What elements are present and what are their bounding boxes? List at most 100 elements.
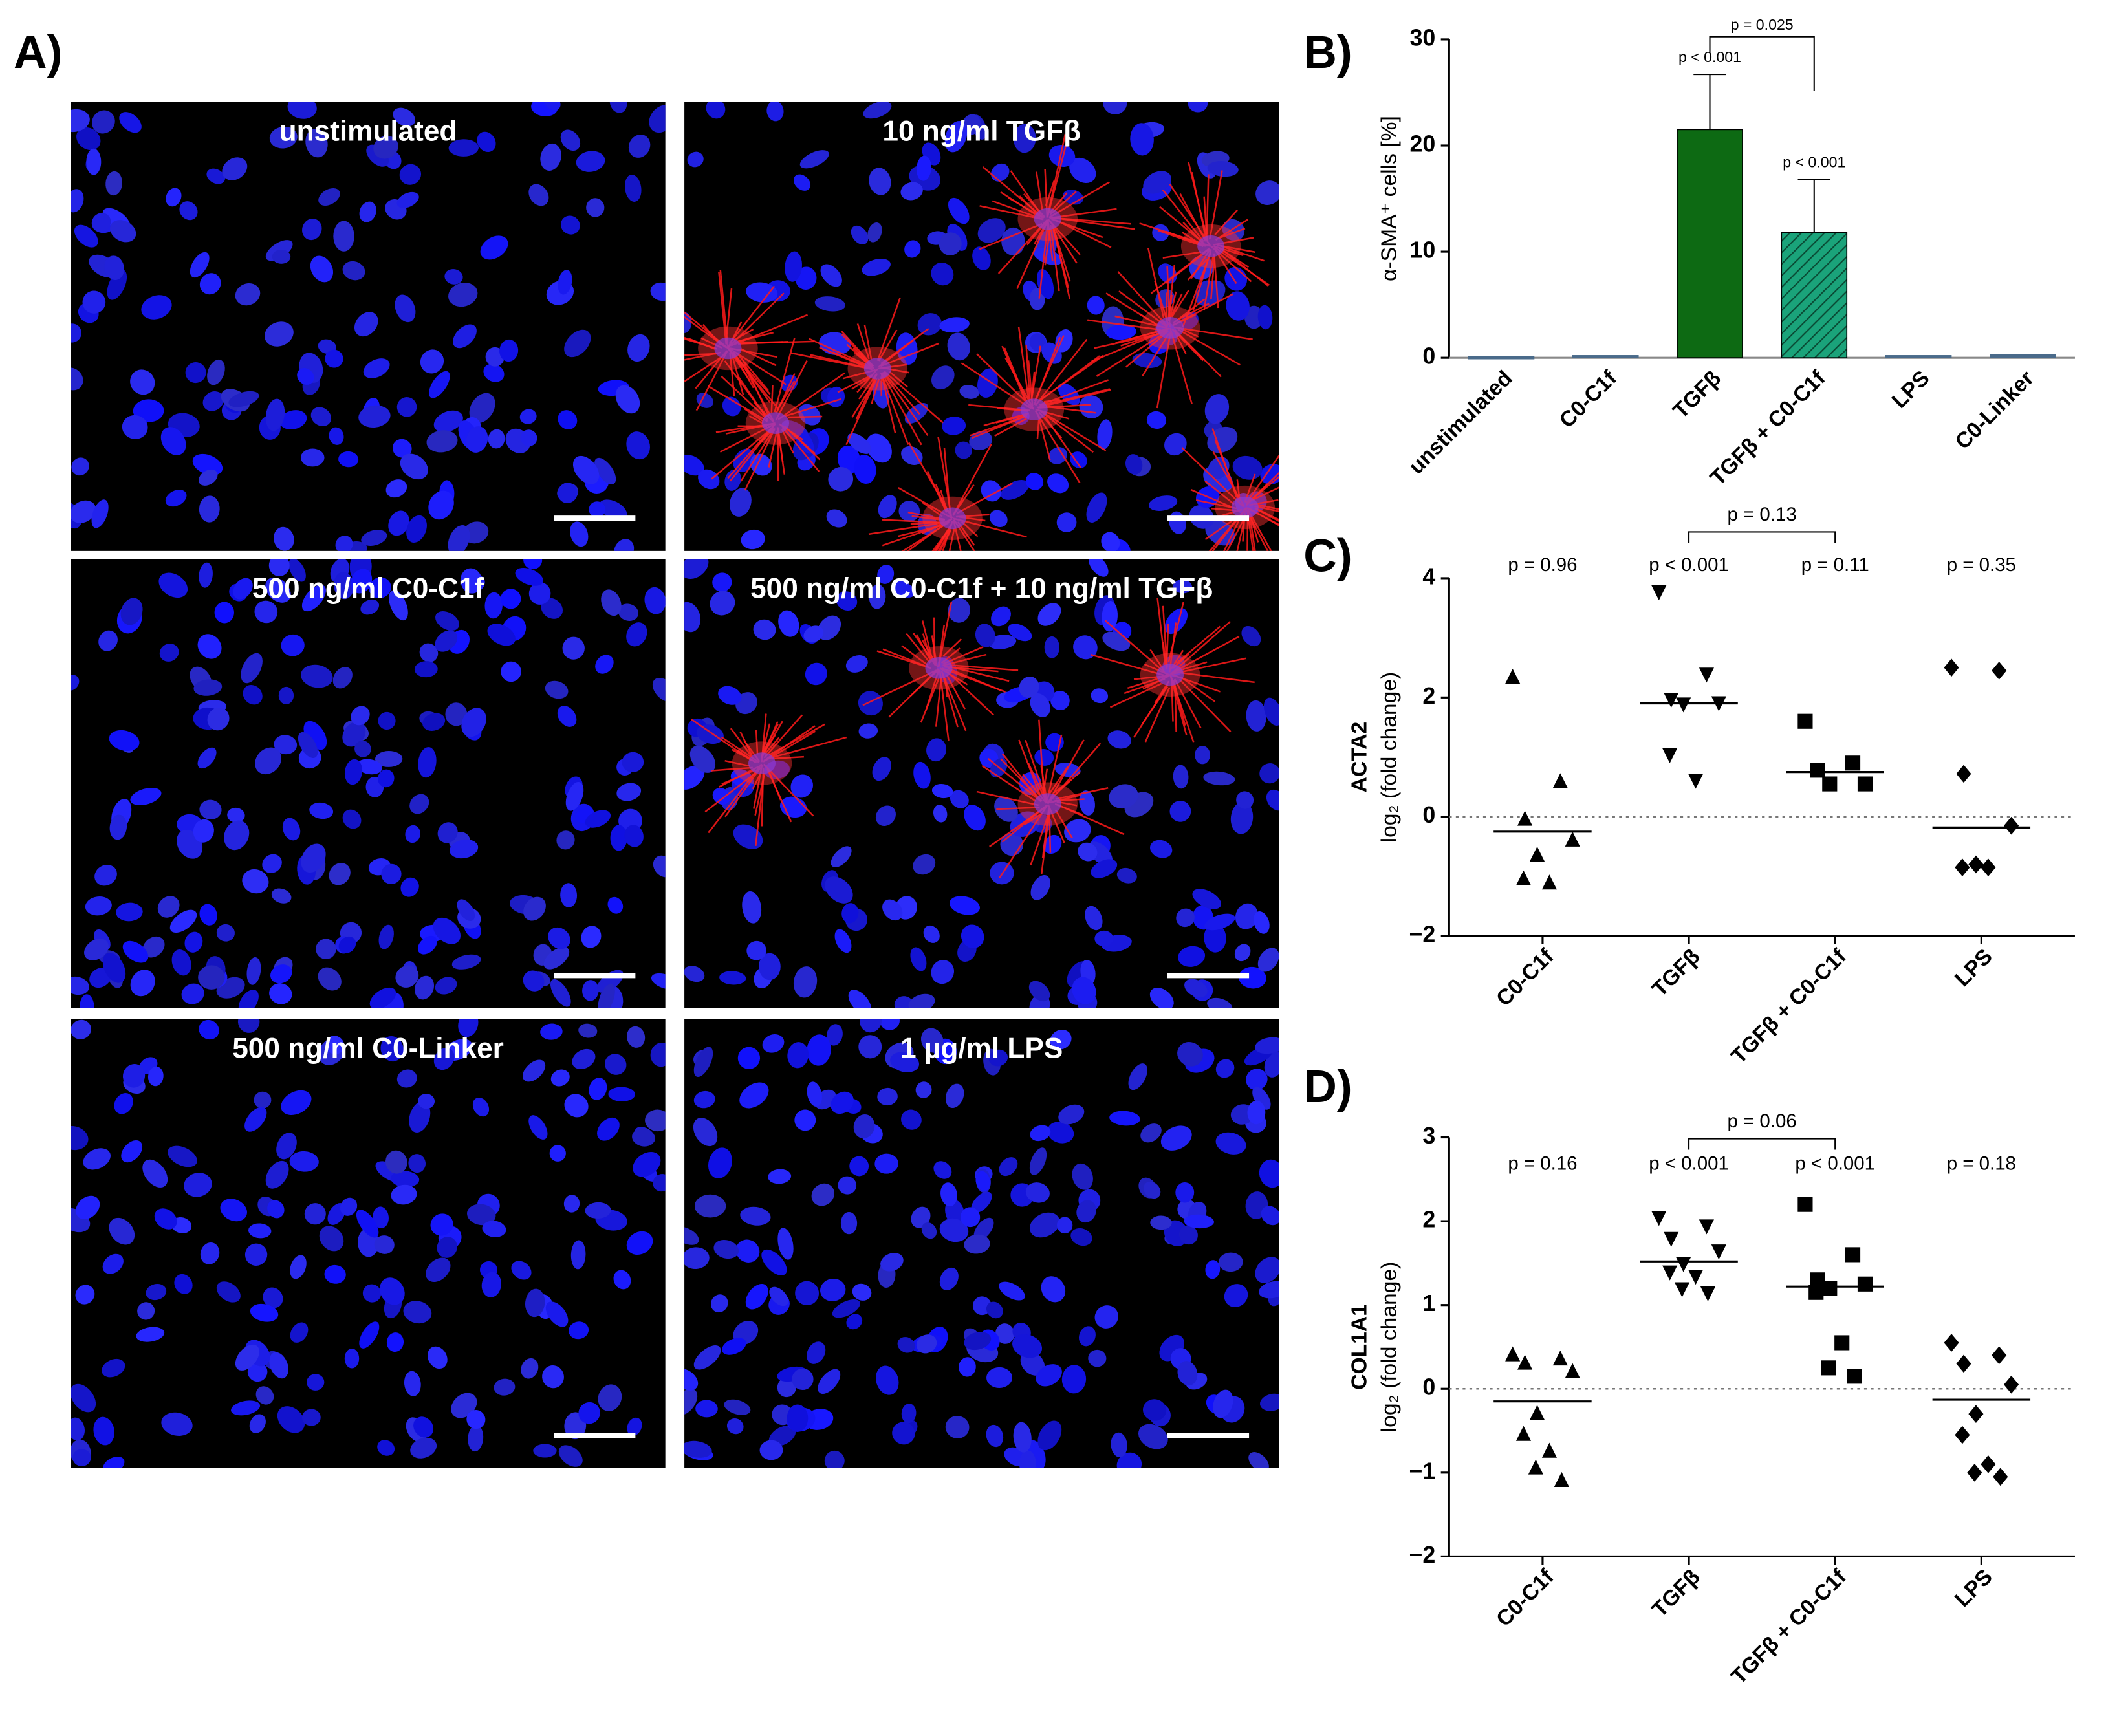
- nucleus: [1109, 1111, 1140, 1126]
- actin-fiber: [970, 415, 1026, 437]
- actin-fiber: [710, 766, 753, 772]
- actin-fiber: [763, 725, 816, 762]
- nucleus: [1030, 1125, 1051, 1142]
- nucleus: [1029, 288, 1045, 310]
- nucleus: [450, 839, 479, 859]
- nucleus: [586, 198, 605, 217]
- nucleus: [964, 805, 986, 831]
- nucleus: [458, 1019, 479, 1037]
- nucleus: [910, 947, 927, 971]
- nucleus: [1254, 911, 1270, 934]
- nucleus: [1091, 859, 1118, 878]
- nucleus: [277, 1406, 305, 1433]
- nucleus: [528, 1115, 548, 1140]
- nucleus: [104, 255, 124, 280]
- nucleus: [269, 983, 292, 1004]
- actin-fiber: [1157, 229, 1204, 247]
- nucleus: [71, 1383, 96, 1413]
- nucleus: [557, 706, 577, 727]
- data-point: [1797, 713, 1813, 729]
- actin-fiber: [721, 769, 755, 785]
- nucleus: [399, 164, 422, 185]
- nucleus: [233, 578, 253, 600]
- nucleus: [272, 249, 291, 264]
- actin-fiber: [711, 426, 774, 480]
- nucleus: [71, 367, 83, 391]
- nucleus: [931, 365, 955, 390]
- nucleus: [523, 1059, 546, 1082]
- nucleus: [653, 855, 666, 878]
- actin-fiber: [1169, 622, 1177, 673]
- nucleus: [940, 1182, 957, 1207]
- nucleus: [482, 1221, 506, 1237]
- nucleus: [1204, 923, 1226, 953]
- nucleus: [1050, 690, 1070, 711]
- nucleus: [1257, 305, 1273, 330]
- actin-fiber: [1030, 815, 1049, 866]
- actin-fiber: [1051, 226, 1069, 288]
- nucleus: [759, 953, 781, 981]
- actin-fiber: [837, 374, 872, 393]
- nucleus: [324, 1264, 346, 1284]
- actin-fiber: [976, 353, 1035, 410]
- data-point: [1981, 858, 1996, 877]
- nucleus: [585, 1202, 611, 1219]
- nucleus: [971, 1191, 992, 1213]
- nucleus: [358, 405, 391, 428]
- actin-fiber: [1214, 209, 1238, 235]
- nucleus: [1079, 790, 1095, 816]
- data-point: [1992, 661, 2007, 680]
- y-tick-label: 0: [1422, 343, 1435, 369]
- nucleus: [533, 1444, 557, 1458]
- data-point: [1662, 1265, 1678, 1281]
- nucleus: [598, 1384, 622, 1411]
- nucleus: [578, 1402, 600, 1424]
- nucleus: [282, 818, 301, 841]
- nucleus: [825, 876, 853, 904]
- nucleus: [1150, 840, 1173, 858]
- nucleus: [1043, 834, 1062, 854]
- y-axis-label: log₂ (fold change): [1378, 1262, 1402, 1433]
- nucleus: [224, 820, 250, 851]
- nucleus: [430, 1213, 453, 1236]
- nucleus: [130, 787, 162, 806]
- y-axis-label: ACTA2: [1347, 722, 1371, 793]
- nucleus: [1037, 603, 1061, 626]
- nucleus: [354, 312, 378, 337]
- nucleus: [91, 213, 111, 232]
- data-point: [1664, 1231, 1679, 1247]
- data-point: [1857, 1276, 1873, 1292]
- nucleus: [595, 655, 614, 674]
- nucleus: [523, 559, 543, 570]
- actin-fiber: [1150, 247, 1210, 294]
- nucleus: [1205, 1260, 1221, 1279]
- nucleus: [601, 589, 622, 616]
- nucleus: [1207, 160, 1239, 177]
- actin-fiber: [1177, 329, 1241, 366]
- actin-fiber: [1156, 331, 1172, 409]
- actin-fiber: [979, 222, 1043, 250]
- panel-label: D): [1303, 1061, 1352, 1112]
- micrograph-content: [71, 1019, 666, 1468]
- nucleus: [972, 246, 991, 270]
- actin-fiber: [953, 519, 975, 551]
- nucleus: [404, 1371, 421, 1396]
- actin-fiber: [1048, 181, 1110, 219]
- nucleus: [1177, 1361, 1198, 1386]
- nucleus: [1073, 635, 1098, 660]
- nucleus: [576, 151, 605, 172]
- actin-fiber: [1046, 734, 1063, 801]
- nucleus: [1215, 1059, 1235, 1078]
- actin-fiber: [725, 288, 733, 341]
- nucleus: [915, 1081, 932, 1098]
- nucleus: [867, 222, 882, 243]
- nucleus: [71, 1125, 89, 1151]
- nucleus: [305, 128, 328, 158]
- nucleus: [653, 1173, 666, 1192]
- actin-fiber: [1257, 504, 1279, 510]
- nucleus: [762, 412, 790, 434]
- nucleus: [435, 611, 460, 631]
- actin-fiber: [744, 368, 774, 422]
- actin-fiber: [1040, 388, 1111, 407]
- actin-fiber: [889, 371, 908, 388]
